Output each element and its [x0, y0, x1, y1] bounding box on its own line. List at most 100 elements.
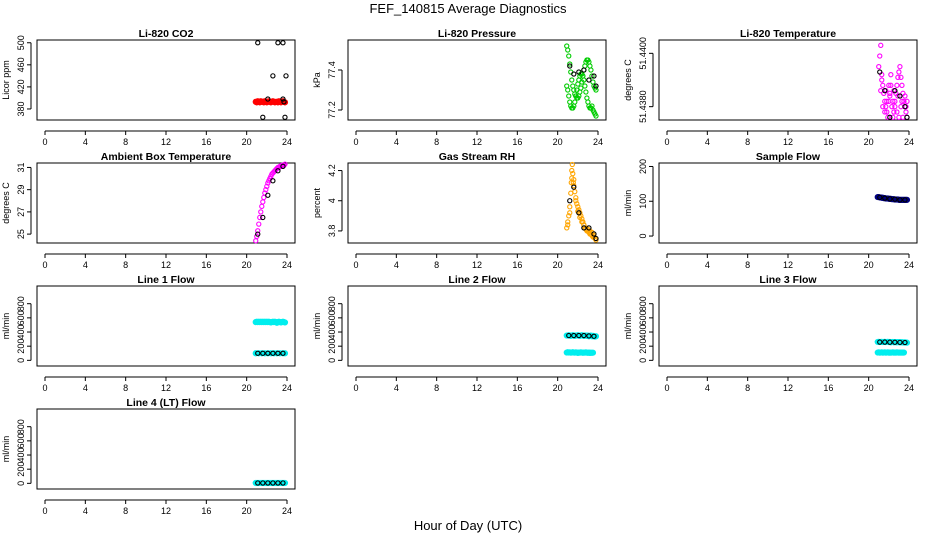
y-tick-label: 800	[327, 296, 337, 311]
series-primary	[564, 43, 599, 119]
data-point	[578, 85, 584, 91]
data-point	[887, 93, 893, 99]
data-point	[591, 73, 597, 79]
y-axis-label: percent	[312, 187, 322, 218]
data-point	[569, 77, 575, 83]
x-tick-label: 8	[434, 383, 439, 393]
y-tick-label: 600	[16, 310, 26, 325]
panel-title: Gas Stream RH	[439, 151, 515, 163]
data-point	[891, 109, 897, 115]
data-point	[882, 195, 888, 201]
x-tick-label: 8	[123, 137, 128, 147]
data-point	[565, 222, 571, 228]
y-tick-label: 420	[16, 79, 26, 94]
y-tick-label: 800	[16, 419, 26, 434]
data-point	[280, 480, 286, 486]
data-point	[260, 480, 266, 486]
y-tick-label: 200	[327, 339, 337, 354]
data-point	[897, 93, 903, 99]
data-point	[571, 332, 577, 339]
x-tick-label: 16	[512, 260, 522, 270]
data-point	[573, 198, 579, 204]
data-point	[253, 238, 259, 244]
figure-x-axis-label: Hour of Day (UTC)	[413, 518, 523, 533]
x-tick-label: 0	[353, 260, 358, 270]
x-tick-label: 24	[904, 383, 914, 393]
x-tick-label: 8	[123, 260, 128, 270]
y-tick-label: 400	[327, 325, 337, 340]
data-point	[880, 104, 886, 110]
plot-frame	[347, 39, 607, 121]
data-point	[581, 67, 587, 73]
data-point	[877, 69, 883, 75]
series-average	[877, 69, 910, 120]
data-point	[586, 77, 592, 83]
data-point	[565, 47, 571, 53]
x-tick-label: 20	[864, 137, 874, 147]
data-point	[265, 96, 271, 102]
data-point	[260, 114, 266, 120]
x-tick-label: 24	[593, 383, 603, 393]
x-tick-label: 24	[904, 260, 914, 270]
panel-9: Line 3 Flow ml/min 0 4 8 12 16 20 24 0 20040060080…	[623, 274, 918, 393]
x-tick-label: 20	[553, 383, 563, 393]
panel-title: Ambient Box Temperature	[101, 151, 232, 163]
y-tick-label: 25	[16, 229, 26, 239]
panel-2: Li-820 Pressure kPa 0 4 8 12 16 20 24 77.2 77.4	[312, 28, 607, 147]
data-point	[883, 104, 889, 110]
x-tick-label: 12	[472, 137, 482, 147]
data-point	[895, 93, 901, 99]
data-point	[890, 114, 896, 120]
data-point	[567, 198, 573, 204]
data-point	[270, 178, 276, 184]
x-tick-label: 4	[83, 137, 88, 147]
data-point	[877, 339, 883, 345]
y-axis-label: ml/min	[1, 436, 11, 463]
data-point	[882, 88, 888, 94]
data-point	[887, 196, 893, 202]
data-point	[887, 339, 893, 345]
data-point	[255, 231, 261, 237]
plot-frame	[347, 285, 607, 367]
data-point	[902, 339, 908, 346]
data-point	[897, 339, 903, 346]
y-tick-label: 800	[638, 296, 648, 311]
x-tick-label: 24	[282, 137, 292, 147]
data-point	[260, 199, 266, 205]
y-tick-label: 100	[638, 194, 648, 209]
y-tick-label: 0	[16, 481, 26, 486]
data-point	[884, 109, 890, 115]
data-point	[565, 87, 571, 93]
data-point	[566, 93, 572, 99]
panel-4: Ambient Box Temperature degrees C 0 4 8 12 16 2…	[1, 151, 296, 270]
data-point	[892, 88, 898, 94]
data-point	[255, 350, 261, 356]
x-tick-label: 12	[161, 383, 171, 393]
data-point	[897, 64, 903, 70]
x-tick-label: 4	[705, 260, 710, 270]
series-average	[255, 40, 289, 120]
data-point	[260, 350, 266, 356]
y-tick-label: 200	[638, 159, 648, 174]
panel-title: Li-820 Pressure	[438, 28, 516, 40]
x-tick-label: 24	[282, 260, 292, 270]
x-tick-label: 12	[161, 506, 171, 516]
x-tick-label: 8	[123, 383, 128, 393]
x-tick-label: 4	[394, 383, 399, 393]
data-point	[877, 53, 883, 59]
x-tick-label: 8	[745, 260, 750, 270]
y-tick-label: 4.2	[327, 164, 337, 177]
data-point	[573, 93, 579, 99]
data-point	[900, 349, 908, 356]
data-point	[255, 480, 261, 486]
data-point	[280, 40, 286, 46]
data-point	[571, 184, 577, 190]
panel-6: Sample Flow ml/min 0 4 8 12 16 20 24 0 100 200	[623, 151, 918, 270]
data-point	[259, 203, 265, 209]
y-tick-label: 77.4	[327, 61, 337, 79]
x-tick-label: 16	[512, 383, 522, 393]
x-tick-label: 4	[83, 383, 88, 393]
x-tick-label: 16	[823, 137, 833, 147]
data-point	[270, 350, 276, 356]
panel-title: Line 1 Flow	[137, 274, 195, 286]
